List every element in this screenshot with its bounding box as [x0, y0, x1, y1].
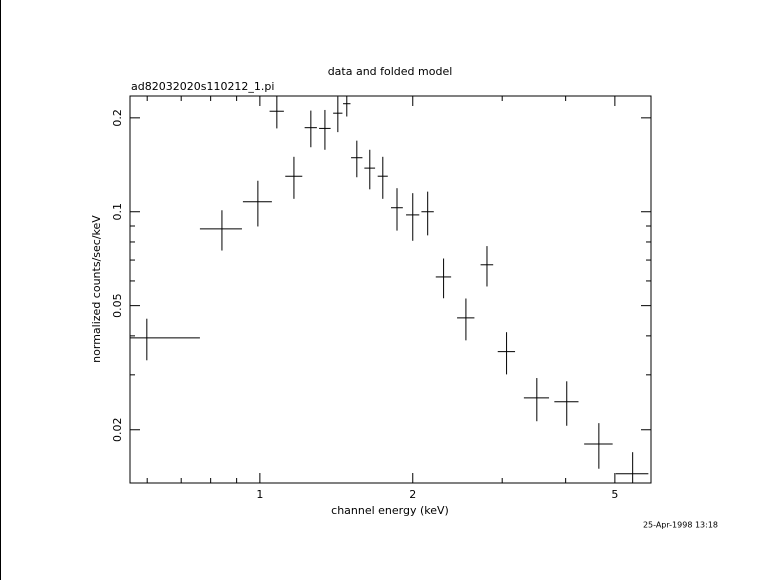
y-tick-label: 0.2 — [111, 109, 124, 127]
x-tick-label: 1 — [256, 488, 263, 501]
y-tick-label: 0.02 — [111, 418, 124, 443]
timestamp: 25-Apr-1998 13:18 — [643, 521, 718, 530]
x-tick-label: 5 — [611, 488, 618, 501]
y-axis-label: normalized counts/sec/keV — [90, 215, 103, 363]
chart-subtitle: ad82032020s110212_1.pi — [131, 80, 274, 93]
plot-frame — [129, 95, 652, 484]
x-axis-label: channel energy (keV) — [331, 504, 449, 517]
x-tick-label: 2 — [409, 488, 416, 501]
y-tick-label: 0.1 — [111, 203, 124, 221]
chart-title: data and folded model — [328, 65, 453, 78]
y-tick-label: 0.05 — [111, 293, 124, 318]
data-layer — [130, 96, 649, 483]
